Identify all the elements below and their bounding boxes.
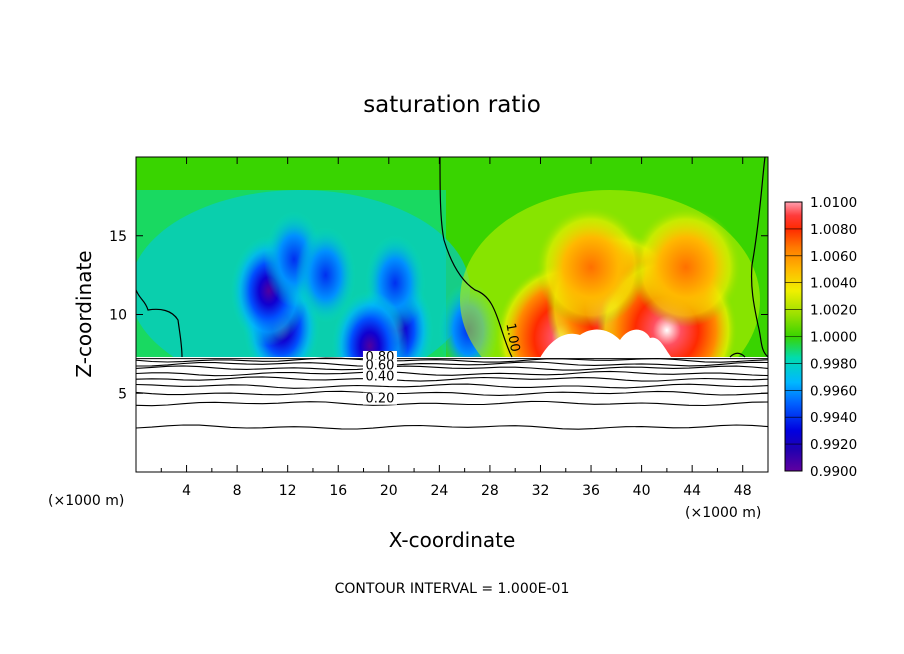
colorbar-label-0: 1.0100 xyxy=(810,195,857,211)
dry-cell-3 xyxy=(295,227,356,324)
y-axis-label: Z-coordinate xyxy=(72,250,96,377)
x-tick-label-0: 4 xyxy=(182,483,191,499)
x-unit-left: (×1000 m) xyxy=(48,493,124,509)
x-tick-label-2: 12 xyxy=(279,483,297,499)
x-tick-label-9: 40 xyxy=(633,483,651,499)
colorbar-label-6: 0.9980 xyxy=(810,356,857,372)
contour-1-00-middle xyxy=(439,157,513,358)
y-tick-label-0: 5 xyxy=(118,386,127,402)
contour-label-3: 0.20 xyxy=(365,392,394,407)
x-tick-label-3: 16 xyxy=(329,483,347,499)
contour-label-4: 1.00 xyxy=(502,322,522,353)
contour-1-00-right xyxy=(750,157,768,358)
x-tick-label-10: 44 xyxy=(683,483,701,499)
chart-title: saturation ratio xyxy=(363,92,541,118)
contour-line-2 xyxy=(136,365,768,371)
contour-line-7 xyxy=(136,400,768,407)
contour-1-00-ground xyxy=(729,352,746,358)
colorbar-label-7: 0.9960 xyxy=(810,383,857,399)
y-axis: 5 10 15 xyxy=(109,229,768,402)
x-tick-label-8: 36 xyxy=(582,483,600,499)
colorbar-label-4: 1.0020 xyxy=(810,303,857,319)
colorbar-label-1: 1.0080 xyxy=(810,222,857,238)
colorbar: 1.0100 1.0080 1.0060 1.0040 1.0020 1.0000 0.99… xyxy=(784,195,857,480)
x-tick-label-4: 20 xyxy=(380,483,398,499)
moist-cell-3 xyxy=(630,207,741,328)
colorbar-label-5: 1.0000 xyxy=(810,330,857,346)
contour-lines xyxy=(136,357,768,430)
x-unit-right: (×1000 m) xyxy=(685,505,761,521)
x-axis-label: X-coordinate xyxy=(389,528,516,552)
moist-cell-4 xyxy=(536,207,647,328)
contour-line-3 xyxy=(136,370,768,377)
contour-interval-note: CONTOUR INTERVAL = 1.000E-01 xyxy=(335,581,570,597)
contour-line-5 xyxy=(136,383,768,389)
y-tick-label-1: 10 xyxy=(109,308,127,324)
contour-1-00-left xyxy=(136,289,183,358)
x-tick-label-6: 28 xyxy=(481,483,499,499)
colorbar-label-8: 0.9940 xyxy=(810,410,857,426)
x-tick-label-7: 32 xyxy=(532,483,550,499)
x-tick-label-11: 48 xyxy=(734,483,752,499)
colorbar-label-10: 0.9900 xyxy=(810,464,857,480)
y-tick-label-2: 15 xyxy=(109,229,127,245)
colorbar-label-9: 0.9920 xyxy=(810,437,857,453)
contour-label-bg-3 xyxy=(362,392,397,405)
x-tick-label-5: 24 xyxy=(430,483,448,499)
colorbar-label-3: 1.0040 xyxy=(810,276,857,292)
contour-label-bg-2 xyxy=(362,370,397,383)
contour-labels: 0.800.600.400.201.00 xyxy=(362,322,522,407)
dry-regions xyxy=(230,211,499,401)
terrain-region xyxy=(136,357,768,472)
colorbar-labels: 1.0100 1.0080 1.0060 1.0040 1.0020 1.0000 0.99… xyxy=(785,195,857,480)
contour-line-4 xyxy=(136,376,768,382)
plot-area xyxy=(136,157,768,472)
contour-line-1 xyxy=(136,361,768,367)
contour-label-bg-1 xyxy=(362,359,397,372)
contour-label-2: 0.40 xyxy=(365,370,394,385)
x-axis: 4 8 12 16 20 24 28 32 36 40 44 48 xyxy=(160,157,752,499)
contour-label-1: 0.60 xyxy=(365,359,394,374)
x-tick-label-1: 8 xyxy=(233,483,242,499)
contour-line-6 xyxy=(136,390,768,396)
cloud-white-region xyxy=(540,329,672,358)
colorbar-label-2: 1.0060 xyxy=(810,249,857,265)
contour-line-8 xyxy=(136,424,768,430)
